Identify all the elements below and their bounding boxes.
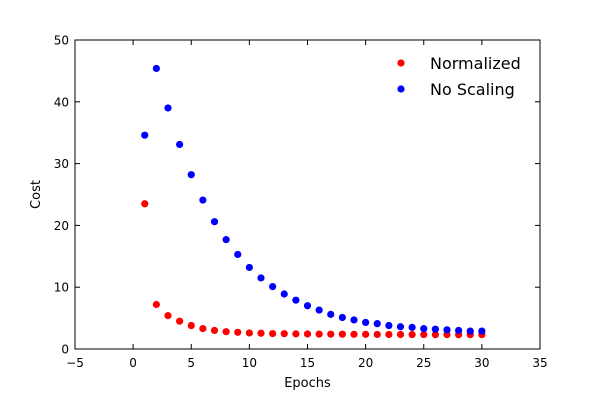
no-scaling-point: [362, 318, 370, 327]
y-tick-label: 20: [54, 219, 69, 233]
normalized-point: [408, 330, 416, 339]
no-scaling-point: [478, 327, 486, 335]
no-scaling-point: [385, 321, 393, 330]
normalized-point: [327, 330, 335, 338]
x-tick-label: 0: [129, 356, 137, 370]
no-scaling-point: [141, 131, 149, 139]
x-tick-label: 20: [358, 356, 373, 370]
no-scaling-point: [292, 296, 300, 304]
no-scaling-point: [431, 325, 439, 333]
no-scaling-point: [257, 274, 265, 282]
no-scaling-point: [152, 64, 160, 73]
x-tick-label: 25: [416, 356, 431, 370]
legend-label: Normalized: [430, 54, 521, 73]
normalized-point: [396, 330, 405, 339]
normalized-point: [362, 330, 370, 338]
no-scaling-point: [303, 302, 312, 310]
normalized-point: [315, 330, 323, 338]
normalized-point: [280, 330, 288, 338]
no-scaling-point: [466, 327, 474, 335]
normalized-point: [210, 326, 219, 335]
no-scaling-point: [280, 290, 288, 298]
normalized-point: [269, 329, 277, 338]
no-scaling-point: [327, 310, 335, 318]
y-tick-label: 50: [54, 34, 69, 48]
normalized-point: [199, 325, 207, 333]
x-axis-label: Epochs: [284, 376, 331, 391]
normalized-point: [373, 330, 381, 339]
no-scaling-point: [199, 196, 207, 204]
normalized-point: [176, 317, 184, 325]
y-axis-label: Cost: [29, 180, 44, 209]
no-scaling-point: [176, 140, 184, 149]
normalized-point: [152, 300, 160, 309]
normalized-point: [222, 328, 230, 336]
normalized-point: [164, 312, 172, 320]
no-scaling-point: [222, 236, 230, 244]
normalized-point: [292, 330, 300, 338]
no-scaling-point: [269, 282, 277, 291]
normalized-point: [257, 329, 265, 337]
legend: Normalized No Scaling: [397, 54, 521, 99]
no-scaling-point: [455, 326, 463, 335]
y-tick-label: 10: [54, 281, 69, 295]
no-scaling-point: [350, 316, 358, 324]
normalized-point: [245, 329, 253, 337]
no-scaling-point: [315, 306, 323, 314]
x-tick-label: 10: [242, 356, 257, 370]
normalized-point: [431, 331, 439, 339]
normalized-point: [350, 330, 358, 338]
normalized-point: [187, 321, 195, 330]
normalized-point: [234, 328, 242, 336]
y-tick-label: 0: [61, 343, 69, 357]
no-scaling-point: [420, 325, 428, 333]
no-scaling-point: [408, 323, 416, 331]
normalized-point: [141, 200, 149, 208]
x-tick-label: 35: [532, 356, 547, 370]
points-layer: [141, 64, 486, 339]
legend-marker: [397, 85, 405, 93]
no-scaling-point: [338, 313, 346, 322]
normalized-point: [385, 330, 393, 339]
no-scaling-point: [234, 250, 242, 259]
no-scaling-point: [396, 323, 405, 331]
legend-marker: [397, 59, 405, 67]
normalized-point: [338, 330, 346, 338]
normalized-point: [420, 330, 428, 339]
x-tick-label: 15: [300, 356, 315, 370]
x-tick-label: −5: [66, 356, 84, 370]
no-scaling-point: [164, 104, 172, 112]
no-scaling-point: [443, 326, 451, 334]
y-tick-label: 40: [54, 95, 69, 109]
legend-label: No Scaling: [430, 80, 515, 99]
x-tick-label: 5: [187, 356, 195, 370]
normalized-point: [303, 330, 312, 338]
no-scaling-point: [210, 218, 219, 226]
x-tick-label: 30: [474, 356, 489, 370]
no-scaling-point: [245, 263, 253, 272]
no-scaling-point: [373, 320, 381, 328]
y-tick-label: 30: [54, 157, 69, 171]
no-scaling-point: [187, 171, 195, 179]
